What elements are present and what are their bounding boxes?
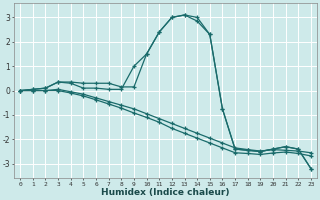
X-axis label: Humidex (Indice chaleur): Humidex (Indice chaleur) — [101, 188, 230, 197]
